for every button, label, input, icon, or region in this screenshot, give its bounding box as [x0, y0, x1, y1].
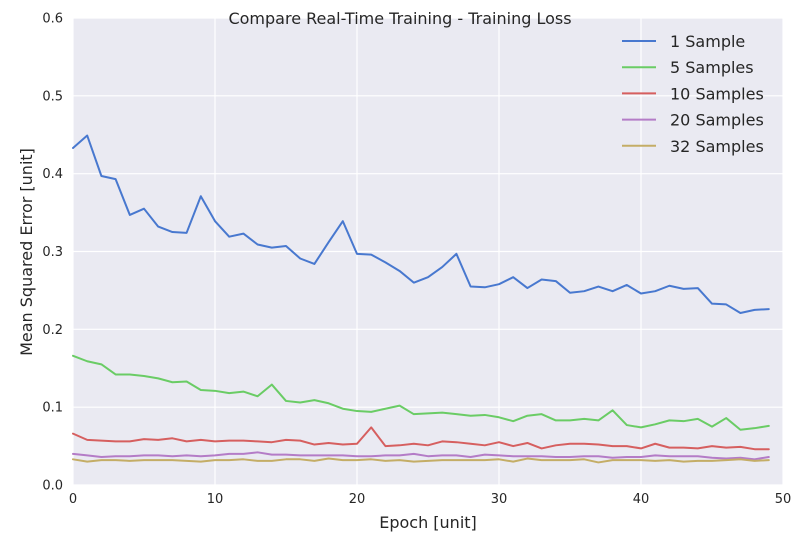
- x-axis-label: Epoch [unit]: [379, 513, 477, 532]
- legend-label-10-samples: 10 Samples: [670, 84, 764, 103]
- x-axis-ticks: 0 10 20 30 40 50: [69, 492, 791, 507]
- x-tick-label: 20: [349, 492, 366, 507]
- x-tick-label: 10: [207, 492, 224, 507]
- x-tick-label: 50: [775, 492, 792, 507]
- series-line-5-samples: [72, 354, 770, 431]
- series-line-20-samples: [72, 451, 770, 461]
- x-tick-label: 40: [633, 492, 650, 507]
- chart-legend: 1 Sample 5 Samples 10 Samples 20 Samples 32 …: [622, 32, 764, 156]
- y-tick-label: 0.0: [42, 479, 63, 494]
- series-lines: [72, 134, 770, 464]
- series-line-32-samples: [72, 457, 770, 464]
- series-line-1-sample: [72, 134, 770, 314]
- y-axis-label: Mean Squared Error [unit]: [17, 148, 36, 356]
- chart-title: Compare Real-Time Training - Training Lo…: [228, 9, 571, 28]
- y-axis-ticks: 0.0 0.1 0.2 0.3 0.4 0.5 0.6: [42, 12, 63, 494]
- x-tick-label: 30: [491, 492, 508, 507]
- y-tick-label: 0.3: [42, 245, 63, 260]
- legend-label-32-samples: 32 Samples: [670, 137, 764, 156]
- y-tick-label: 0.5: [42, 89, 63, 104]
- legend-label-20-samples: 20 Samples: [670, 111, 764, 130]
- y-tick-label: 0.1: [42, 401, 63, 416]
- x-tick-label: 0: [69, 492, 77, 507]
- y-tick-label: 0.2: [42, 323, 63, 338]
- legend-label-1-sample: 1 Sample: [670, 32, 745, 51]
- series-line-10-samples: [72, 426, 770, 451]
- y-tick-label: 0.6: [42, 12, 63, 27]
- legend-label-5-samples: 5 Samples: [670, 58, 754, 77]
- y-tick-label: 0.4: [42, 167, 63, 182]
